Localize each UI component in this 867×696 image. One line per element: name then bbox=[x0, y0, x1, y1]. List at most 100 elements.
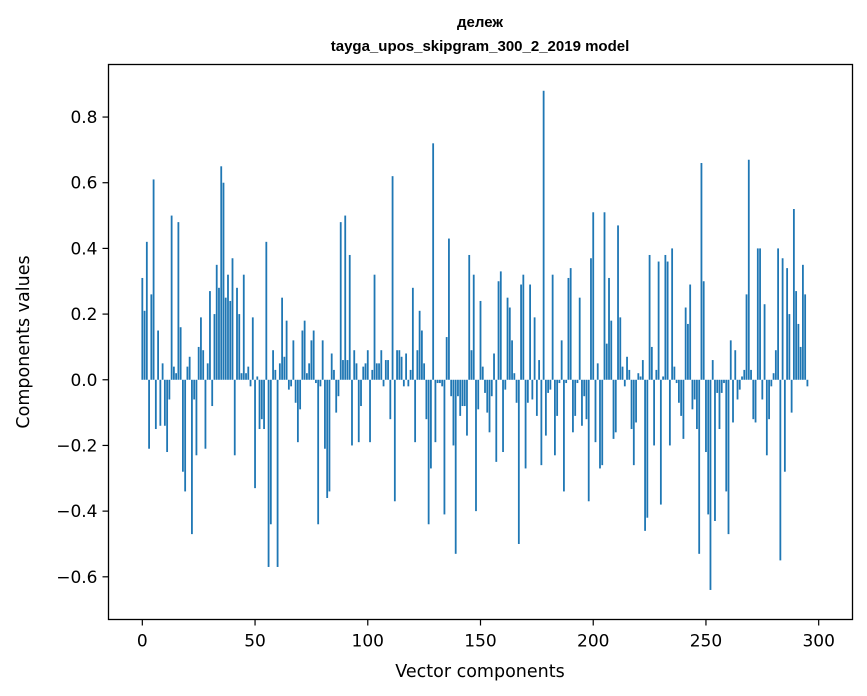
bar bbox=[218, 287, 220, 380]
bar bbox=[614, 379, 617, 433]
bar bbox=[623, 379, 626, 387]
bar bbox=[184, 379, 187, 492]
bar bbox=[526, 379, 529, 403]
y-axis-label: Components values bbox=[14, 255, 34, 428]
y-tick-label: −0.2 bbox=[56, 436, 97, 456]
bar bbox=[641, 360, 644, 380]
bar bbox=[163, 379, 166, 426]
bar bbox=[738, 379, 741, 390]
bar bbox=[705, 379, 707, 453]
bar bbox=[691, 379, 694, 410]
bar bbox=[680, 379, 683, 416]
bar bbox=[175, 373, 178, 380]
bar bbox=[202, 350, 205, 380]
bar bbox=[306, 373, 308, 380]
bar bbox=[490, 379, 493, 397]
bar bbox=[145, 241, 148, 380]
x-axis-ticks: 0 50 100 150 200 250 300 bbox=[137, 619, 835, 652]
bar bbox=[371, 369, 374, 380]
bar bbox=[353, 350, 356, 380]
bar bbox=[788, 314, 791, 380]
bar bbox=[747, 159, 750, 380]
bar bbox=[777, 248, 779, 380]
bar bbox=[716, 379, 719, 393]
bar bbox=[662, 376, 665, 380]
bar bbox=[251, 317, 254, 380]
bar bbox=[707, 379, 710, 515]
bar bbox=[745, 294, 748, 380]
bar bbox=[269, 379, 272, 525]
bar bbox=[402, 379, 405, 387]
bar bbox=[551, 274, 554, 380]
bar bbox=[535, 379, 538, 416]
bar bbox=[772, 373, 775, 380]
bar bbox=[488, 379, 491, 433]
bar bbox=[360, 379, 362, 407]
bar bbox=[504, 379, 507, 390]
bar bbox=[303, 320, 306, 380]
bar bbox=[574, 379, 577, 416]
bar bbox=[781, 258, 784, 380]
bar bbox=[511, 340, 513, 380]
bar bbox=[342, 360, 344, 380]
bar bbox=[725, 379, 728, 492]
bar bbox=[375, 363, 378, 380]
bar bbox=[605, 343, 608, 380]
bar bbox=[256, 376, 259, 380]
bar bbox=[157, 330, 159, 380]
bar bbox=[599, 379, 601, 469]
bar bbox=[639, 376, 642, 380]
bar bbox=[362, 366, 365, 380]
bar bbox=[506, 297, 509, 380]
bar bbox=[542, 90, 545, 380]
bar bbox=[308, 363, 311, 380]
bar bbox=[400, 356, 403, 380]
x-axis-label: Vector components bbox=[395, 662, 564, 682]
bar bbox=[411, 287, 414, 380]
bar bbox=[380, 350, 383, 380]
bar bbox=[687, 323, 689, 380]
bar bbox=[644, 379, 646, 531]
bar bbox=[540, 379, 543, 466]
bar bbox=[779, 379, 782, 561]
bar bbox=[520, 284, 522, 380]
bar bbox=[233, 379, 236, 456]
bar bbox=[495, 379, 498, 462]
bar bbox=[364, 363, 367, 380]
bar bbox=[333, 369, 335, 380]
y-tick-label: 0.2 bbox=[70, 305, 97, 325]
bar bbox=[378, 363, 380, 380]
bar bbox=[659, 379, 662, 505]
bar bbox=[544, 379, 547, 436]
x-tick-label: 250 bbox=[690, 632, 722, 652]
bar bbox=[224, 297, 227, 380]
bar bbox=[283, 356, 286, 380]
y-tick-label: −0.6 bbox=[56, 568, 97, 588]
bar bbox=[278, 363, 281, 380]
bar bbox=[732, 379, 734, 423]
bar bbox=[774, 350, 777, 380]
bar bbox=[319, 379, 322, 387]
bar bbox=[646, 379, 649, 518]
bar bbox=[423, 363, 426, 380]
bar bbox=[693, 379, 696, 400]
bar bbox=[296, 379, 299, 443]
bar bbox=[384, 360, 387, 380]
bar bbox=[236, 287, 238, 380]
bar bbox=[188, 356, 191, 380]
bar bbox=[229, 300, 232, 380]
bar bbox=[493, 353, 495, 380]
bar bbox=[578, 297, 581, 380]
bar bbox=[608, 277, 610, 380]
bar bbox=[497, 281, 500, 380]
bar bbox=[572, 379, 574, 433]
bar bbox=[448, 238, 450, 380]
bar bbox=[603, 212, 606, 380]
bar bbox=[653, 379, 655, 446]
bar bbox=[565, 379, 568, 384]
bar bbox=[420, 330, 423, 380]
bar bbox=[312, 330, 315, 380]
bar bbox=[783, 379, 786, 472]
bar bbox=[398, 350, 401, 380]
bar bbox=[750, 369, 752, 380]
